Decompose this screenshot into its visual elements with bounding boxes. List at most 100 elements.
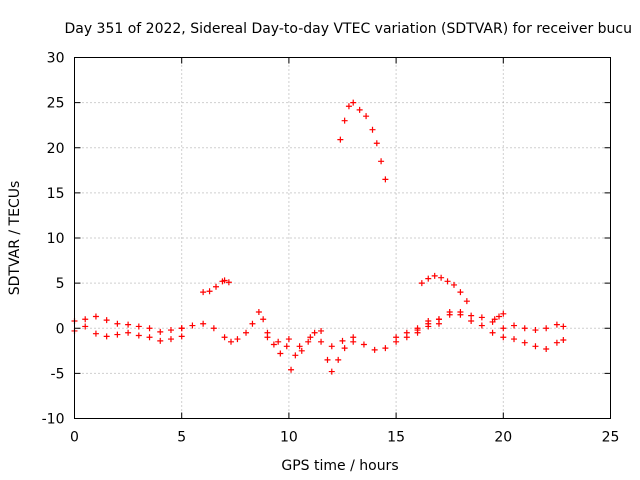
data-point	[350, 334, 357, 341]
data-point	[468, 318, 475, 325]
data-point	[157, 328, 164, 335]
y-tick-label: 25	[47, 96, 65, 112]
data-point	[260, 316, 267, 323]
data-point	[560, 323, 567, 330]
data-point	[425, 320, 432, 327]
data-point	[382, 345, 389, 352]
data-point	[532, 327, 539, 334]
data-point	[363, 113, 370, 120]
data-point	[114, 331, 121, 338]
x-axis-label: GPS time / hours	[281, 458, 398, 474]
data-series-track-i	[337, 99, 389, 183]
y-tick-label: 0	[56, 321, 65, 337]
data-point	[560, 336, 567, 343]
data-point	[491, 316, 498, 323]
data-point	[500, 310, 507, 317]
data-series-track-g	[200, 277, 232, 296]
data-point	[200, 289, 207, 296]
data-point	[403, 329, 410, 336]
data-point	[478, 314, 485, 321]
data-point	[307, 334, 314, 341]
data-point	[103, 333, 110, 340]
data-series-track-f	[414, 309, 567, 353]
x-tick-label: 20	[494, 430, 512, 446]
data-point	[92, 313, 99, 320]
data-point	[157, 337, 164, 344]
data-point	[285, 336, 292, 343]
data-point	[339, 337, 346, 344]
data-point	[221, 334, 228, 341]
data-point	[318, 338, 325, 345]
data-point	[225, 279, 232, 286]
data-point	[255, 309, 262, 316]
data-point	[431, 272, 438, 279]
data-point	[234, 336, 241, 343]
data-point	[318, 327, 325, 334]
data-series-track-h	[418, 272, 470, 305]
data-point	[270, 341, 277, 348]
data-point	[543, 346, 550, 353]
data-point	[288, 366, 295, 373]
data-point	[511, 336, 518, 343]
y-axis-label: SDTVAR / TECUs	[7, 181, 23, 296]
data-point	[345, 103, 352, 110]
data-point	[275, 338, 282, 345]
data-point	[489, 329, 496, 336]
data-point	[324, 356, 331, 363]
data-point	[446, 309, 453, 316]
data-point	[341, 117, 348, 124]
data-point	[457, 311, 464, 318]
data-point	[543, 325, 550, 332]
data-point	[382, 176, 389, 183]
data-point	[438, 274, 445, 281]
data-point	[418, 280, 425, 287]
data-point	[553, 339, 560, 346]
y-tick-label: 30	[47, 51, 65, 67]
data-point	[500, 325, 507, 332]
axes-layer: 0 5 10 15 20 25 -10 -5 0 5 10 15 20 25 30	[42, 51, 620, 446]
data-point	[414, 325, 421, 332]
data-point	[167, 336, 174, 343]
data-point	[296, 343, 303, 350]
data-point	[553, 321, 560, 328]
x-tick-label: 10	[280, 430, 298, 446]
data-point	[393, 334, 400, 341]
chart-title: Day 351 of 2022, Sidereal Day-to-day VTE…	[64, 21, 632, 37]
data-point	[114, 320, 121, 327]
data-series-track-c	[178, 309, 442, 375]
data-point	[146, 334, 153, 341]
data-point	[135, 332, 142, 339]
data-series-track-d	[264, 327, 357, 350]
data-point	[328, 343, 335, 350]
data-point	[92, 330, 99, 337]
data-point	[378, 158, 385, 165]
data-point	[450, 281, 457, 288]
x-tick-label: 5	[177, 430, 186, 446]
grid-layer	[74, 57, 611, 419]
data-point	[228, 338, 235, 345]
plot-frame	[74, 57, 611, 419]
data-point	[311, 329, 318, 336]
data-point	[135, 323, 142, 330]
data-point	[277, 350, 284, 357]
data-point	[167, 327, 174, 334]
data-point	[369, 126, 376, 133]
data-point	[200, 320, 207, 327]
data-point	[328, 368, 335, 375]
data-point	[210, 325, 217, 332]
data-point	[82, 316, 89, 323]
x-tick-label: 25	[602, 430, 620, 446]
data-point	[335, 356, 342, 363]
data-point	[457, 289, 464, 296]
data-point	[360, 341, 367, 348]
data-point	[500, 334, 507, 341]
data-point	[463, 298, 470, 305]
data-point	[532, 343, 539, 350]
data-point	[425, 275, 432, 282]
data-point	[468, 312, 475, 319]
data-point	[243, 329, 250, 336]
data-point	[478, 322, 485, 329]
data-point	[125, 321, 132, 328]
y-tick-label: 20	[47, 141, 65, 157]
y-tick-label: -5	[51, 366, 65, 382]
